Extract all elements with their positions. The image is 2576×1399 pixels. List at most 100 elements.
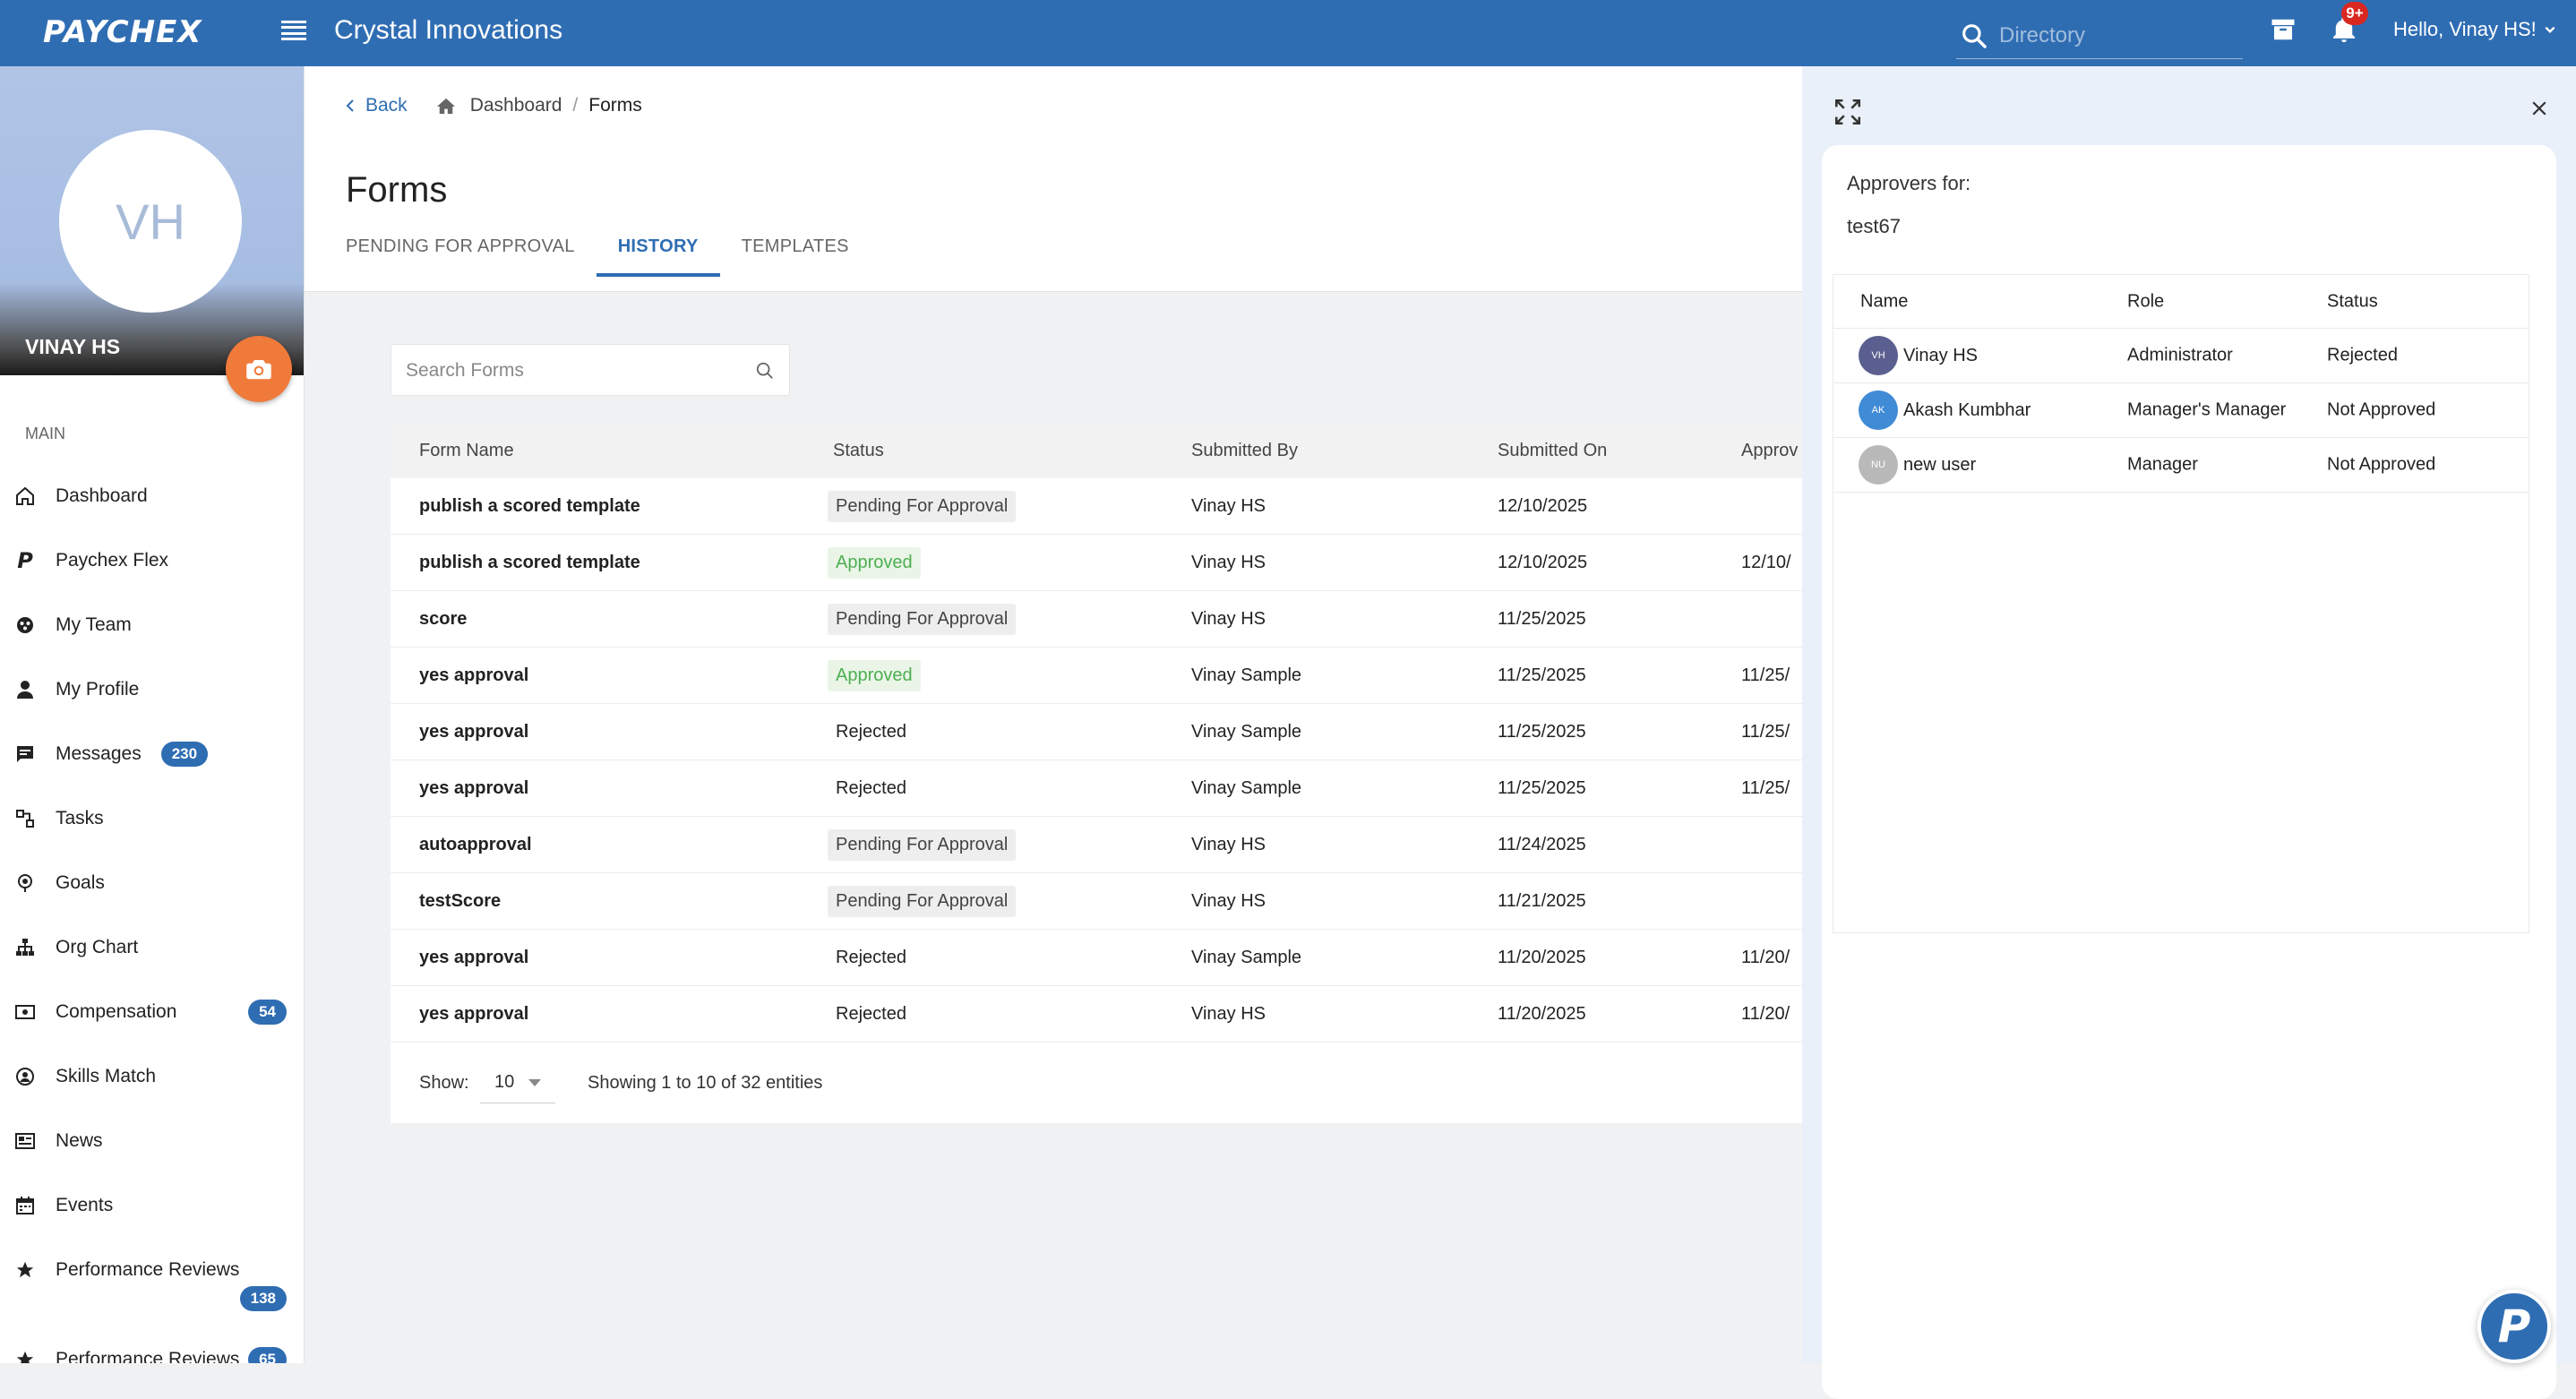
approvers-panel: Approvers for: test67 Name Role Status V… — [1802, 66, 2576, 1399]
status-cell: Rejected — [828, 999, 914, 1030]
form-name-cell[interactable]: yes approval — [419, 947, 529, 967]
column-header-status[interactable]: Status — [833, 440, 884, 460]
skills-icon — [14, 1066, 36, 1087]
avatar: AK — [1859, 391, 1898, 430]
sidebar-item-compensation[interactable]: Compensation 54 — [0, 980, 304, 1044]
approver-name-cell: AK Akash Kumbhar — [1859, 391, 2031, 430]
submitted-on-cell: 12/10/2025 — [1498, 552, 1588, 572]
sidebar-item-my-profile[interactable]: My Profile — [0, 657, 304, 722]
column-header-submitted-by[interactable]: Submitted By — [1191, 440, 1298, 460]
table-row[interactable]: yes approval Rejected Vinay Sample 11/20/20… — [391, 930, 1802, 986]
submitted-on-cell: 11/25/2025 — [1498, 608, 1586, 629]
camera-button[interactable] — [226, 336, 292, 402]
table-row[interactable]: yes approval Rejected Vinay Sample 11/25/20… — [391, 760, 1802, 817]
compensation-count-badge: 54 — [248, 1000, 287, 1025]
tasks-icon — [14, 808, 36, 829]
sidebar-item-label: Performance Reviews — [56, 1349, 240, 1363]
menu-icon[interactable] — [281, 19, 306, 42]
avatar[interactable]: VH — [59, 130, 242, 313]
search-forms-input[interactable] — [406, 356, 746, 386]
status-cell: Rejected — [828, 942, 914, 974]
form-name-cell[interactable]: autoapproval — [419, 834, 532, 854]
approver-name-cell: VH Vinay HS — [1859, 336, 1978, 375]
submitted-on-cell: 11/24/2025 — [1498, 834, 1586, 854]
table-row[interactable]: yes approval Rejected Vinay HS 11/20/2025 11… — [391, 986, 1802, 1043]
submitted-on-cell: 11/25/2025 — [1498, 777, 1586, 798]
sidebar-item-label: My Profile — [56, 679, 140, 700]
section-label-main: MAIN — [25, 425, 65, 442]
archive-icon[interactable] — [2270, 16, 2297, 43]
tab-history[interactable]: HISTORY — [596, 236, 720, 277]
sidebar-item-label: Compensation — [56, 1001, 177, 1022]
form-name-cell[interactable]: yes approval — [419, 665, 529, 685]
sidebar-item-skills-match[interactable]: Skills Match — [0, 1044, 304, 1109]
submitted-on-cell: 11/25/2025 — [1498, 721, 1586, 742]
tab-pending-for-approval[interactable]: PENDING FOR APPROVAL — [346, 236, 575, 256]
column-header-name: Name — [1860, 291, 1909, 311]
submitted-by-cell: Vinay HS — [1191, 608, 1267, 629]
tab-templates[interactable]: TEMPLATES — [741, 236, 849, 256]
sidebar-item-news[interactable]: News — [0, 1109, 304, 1173]
form-name-cell[interactable]: testScore — [419, 890, 502, 911]
sidebar-item-org-chart[interactable]: Org Chart — [0, 915, 304, 980]
back-link[interactable]: Back — [346, 95, 408, 116]
table-row[interactable]: publish a scored template Pending For App… — [391, 478, 1802, 535]
table-row[interactable]: yes approval Rejected Vinay Sample 11/25/20… — [391, 704, 1802, 760]
sidebar-item-performance-reviews-2[interactable]: Performance Reviews 65 — [0, 1327, 304, 1363]
form-name-cell[interactable]: yes approval — [419, 1003, 529, 1024]
user-menu[interactable]: Hello, Vinay HS! — [2393, 18, 2556, 41]
table-row[interactable]: publish a scored template Approved Vinay H… — [391, 535, 1802, 591]
submitted-on-cell: 11/25/2025 — [1498, 665, 1586, 685]
sidebar-item-label: Dashboard — [56, 485, 148, 506]
sidebar-item-label: Tasks — [56, 808, 104, 828]
sidebar-item-events[interactable]: Events — [0, 1173, 304, 1238]
directory-search[interactable] — [1956, 16, 2243, 59]
approved-on-cell: 12/10/ — [1741, 552, 1791, 572]
page-size-select[interactable]: 10 — [480, 1062, 555, 1103]
column-header-submitted-on[interactable]: Submitted On — [1498, 440, 1608, 460]
submitted-by-cell: Vinay HS — [1191, 890, 1267, 911]
sidebar-item-label: Paychex Flex — [56, 550, 169, 571]
expand-icon[interactable] — [1833, 97, 1863, 127]
status-badge: Rejected — [836, 721, 906, 742]
column-header-approved-on[interactable]: Approv — [1741, 440, 1799, 460]
submitted-by-cell: Vinay HS — [1191, 834, 1267, 854]
form-name-cell[interactable]: publish a scored template — [419, 495, 640, 516]
paychex-logo[interactable]: PAYCHEX — [43, 14, 202, 50]
approvers-card: Approvers for: test67 Name Role Status V… — [1822, 145, 2556, 1399]
search-icon[interactable] — [755, 361, 775, 381]
form-name-cell[interactable]: yes approval — [419, 721, 529, 742]
submitted-by-cell: Vinay HS — [1191, 495, 1267, 516]
search-forms-box[interactable] — [391, 344, 790, 396]
form-name-cell[interactable]: score — [419, 608, 468, 629]
sidebar-item-label: Events — [56, 1195, 114, 1215]
sidebar-item-label: Messages — [56, 743, 142, 764]
sidebar-item-label: My Team — [56, 614, 132, 635]
page-header: Back Dashboard / Forms Forms PENDING FOR… — [305, 66, 1802, 292]
sidebar-item-tasks[interactable]: Tasks — [0, 786, 304, 851]
status-cell: Pending For Approval — [828, 603, 1017, 635]
sidebar-item-messages[interactable]: Messages 230 — [0, 722, 304, 786]
sidebar-item-my-team[interactable]: My Team — [0, 593, 304, 657]
profile-card: VH VINAY HS — [0, 66, 304, 402]
form-name-cell[interactable]: publish a scored template — [419, 552, 640, 572]
breadcrumb-dashboard[interactable]: Dashboard — [469, 95, 562, 116]
table-row[interactable]: testScore Pending For Approval Vinay HS 11/… — [391, 873, 1802, 930]
column-header-form-name[interactable]: Form Name — [419, 440, 514, 460]
sidebar-item-performance-reviews[interactable]: Performance Reviews 138 — [0, 1238, 304, 1311]
help-chat-button[interactable]: P — [2477, 1290, 2551, 1363]
form-name-cell[interactable]: yes approval — [419, 777, 529, 798]
directory-search-input[interactable] — [1999, 21, 2232, 50]
approver-status: Not Approved — [2327, 399, 2436, 420]
submitted-by-cell: Vinay Sample — [1191, 665, 1302, 685]
table-row[interactable]: yes approval Approved Vinay Sample 11/25/20… — [391, 648, 1802, 704]
table-row[interactable]: score Pending For Approval Vinay HS 11/25/2… — [391, 591, 1802, 648]
sidebar-item-paychex-flex[interactable]: P Paychex Flex — [0, 528, 304, 593]
sidebar-item-dashboard[interactable]: Dashboard — [0, 464, 304, 528]
table-row[interactable]: autoapproval Pending For Approval Vinay HS… — [391, 817, 1802, 873]
goals-icon — [14, 872, 36, 894]
status-cell: Rejected — [828, 773, 914, 804]
performance-reviews-count-badge: 138 — [239, 1286, 287, 1311]
sidebar-item-goals[interactable]: Goals — [0, 851, 304, 915]
close-icon[interactable] — [2531, 100, 2547, 116]
